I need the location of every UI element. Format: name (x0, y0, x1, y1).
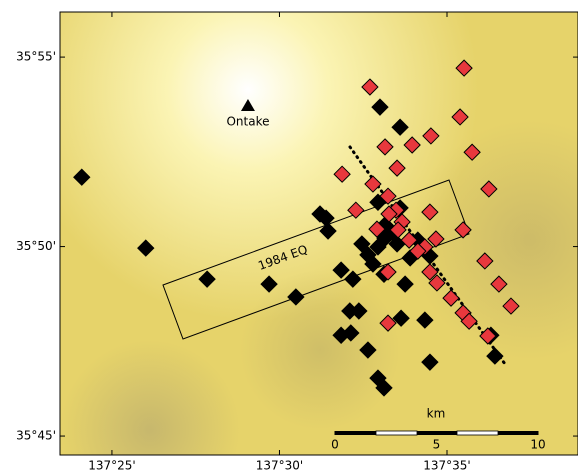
scale-segment (376, 431, 417, 435)
scale-segment (457, 431, 498, 435)
scale-segment (498, 431, 538, 435)
volcano-label: Ontake (226, 114, 269, 128)
map: 1984 EQ Ontake km 0510 137°25'137°30'137… (0, 0, 578, 473)
scale-segment (335, 431, 376, 435)
terrain-shade (60, 12, 578, 455)
scale-tick-label: 0 (331, 438, 339, 452)
y-tick-label: 35°50' (16, 239, 56, 253)
x-tick-label: 137°25' (88, 459, 135, 473)
page: 1984 EQ Ontake km 0510 137°25'137°30'137… (0, 0, 578, 473)
y-tick-label: 35°55' (16, 50, 56, 64)
x-tick-label: 137°30' (256, 459, 303, 473)
scale-tick-label: 10 (530, 438, 545, 452)
scale-unit: km (427, 407, 446, 421)
scale-tick-label: 5 (433, 438, 441, 452)
x-tick-label: 137°35' (423, 459, 470, 473)
y-tick-label: 35°45' (16, 429, 56, 443)
